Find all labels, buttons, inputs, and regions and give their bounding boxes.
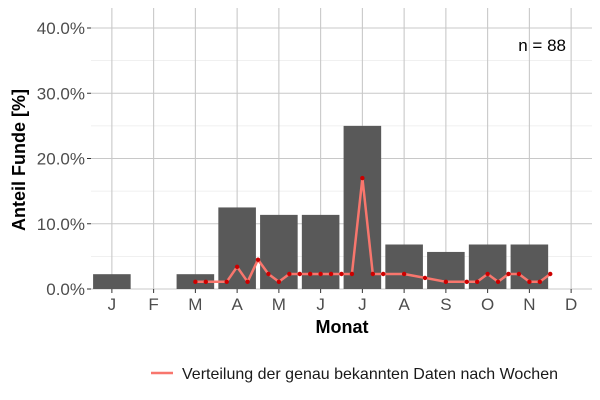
x-tick-label: M: [272, 295, 286, 314]
x-tick-label: A: [398, 295, 410, 314]
x-tick-label: F: [148, 295, 158, 314]
weekly-point: [255, 257, 261, 262]
y-tick-label: 30.0%: [37, 84, 85, 103]
weekly-distribution-line: [195, 176, 552, 284]
y-tick-label: 0.0%: [46, 280, 85, 299]
y-tick-label: 40.0%: [37, 19, 85, 38]
x-tick-label: M: [188, 295, 202, 314]
weekly-point: [495, 279, 501, 285]
weekly-point: [527, 279, 532, 285]
weekly-point: [224, 279, 229, 285]
weekly-point: [193, 279, 198, 285]
weekly-point: [318, 271, 323, 277]
bar-8: [385, 244, 423, 289]
weekly-point: [381, 271, 386, 277]
line-series: [193, 175, 553, 285]
x-tick-label: J: [316, 295, 325, 314]
bar-5: [260, 214, 298, 289]
x-tick-label: A: [231, 295, 243, 314]
x-tick-label: S: [440, 295, 451, 314]
weekly-point: [443, 279, 449, 285]
weekly-point: [276, 279, 282, 285]
bar-1: [93, 274, 131, 289]
weekly-point: [307, 271, 313, 277]
weekly-point: [349, 271, 355, 277]
x-tick-label: D: [565, 295, 577, 314]
weekly-point: [516, 271, 522, 277]
weekly-point: [328, 271, 334, 277]
weekly-point: [266, 271, 271, 277]
weekly-point: [464, 279, 469, 285]
y-tick-label: 20.0%: [37, 150, 85, 169]
weekly-point: [234, 264, 240, 270]
weekly-point: [360, 175, 365, 181]
x-tick-label: N: [523, 295, 535, 314]
weekly-point: [506, 271, 511, 277]
weekly-point: [422, 275, 428, 281]
weekly-point: [537, 279, 543, 285]
weekly-point: [203, 279, 209, 285]
weekly-point: [401, 271, 407, 277]
y-axis-title: Anteil Funde [%]: [9, 89, 29, 231]
legend: Verteilung der genau bekannten Daten nac…: [151, 366, 558, 383]
weekly-point: [548, 271, 553, 277]
legend-label: Verteilung der genau bekannten Daten nac…: [182, 366, 558, 383]
x-axis-title: Monat: [316, 317, 369, 337]
weekly-point: [287, 271, 292, 277]
weekly-point: [474, 279, 480, 285]
x-tick-label: J: [108, 295, 117, 314]
weekly-point: [245, 279, 250, 285]
weekly-point: [297, 271, 302, 277]
y-axis: 0.0% 10.0% 20.0% 30.0% 40.0%: [37, 19, 91, 299]
x-tick-label: J: [358, 295, 367, 314]
bar-7: [343, 125, 382, 289]
bar-6: [301, 214, 340, 289]
weekly-point: [370, 271, 376, 277]
weekly-point: [339, 271, 344, 277]
weekly-point: [485, 271, 490, 277]
x-tick-label: O: [481, 295, 494, 314]
y-tick-label: 10.0%: [37, 215, 85, 234]
sample-size-annotation: n = 88: [518, 36, 566, 55]
